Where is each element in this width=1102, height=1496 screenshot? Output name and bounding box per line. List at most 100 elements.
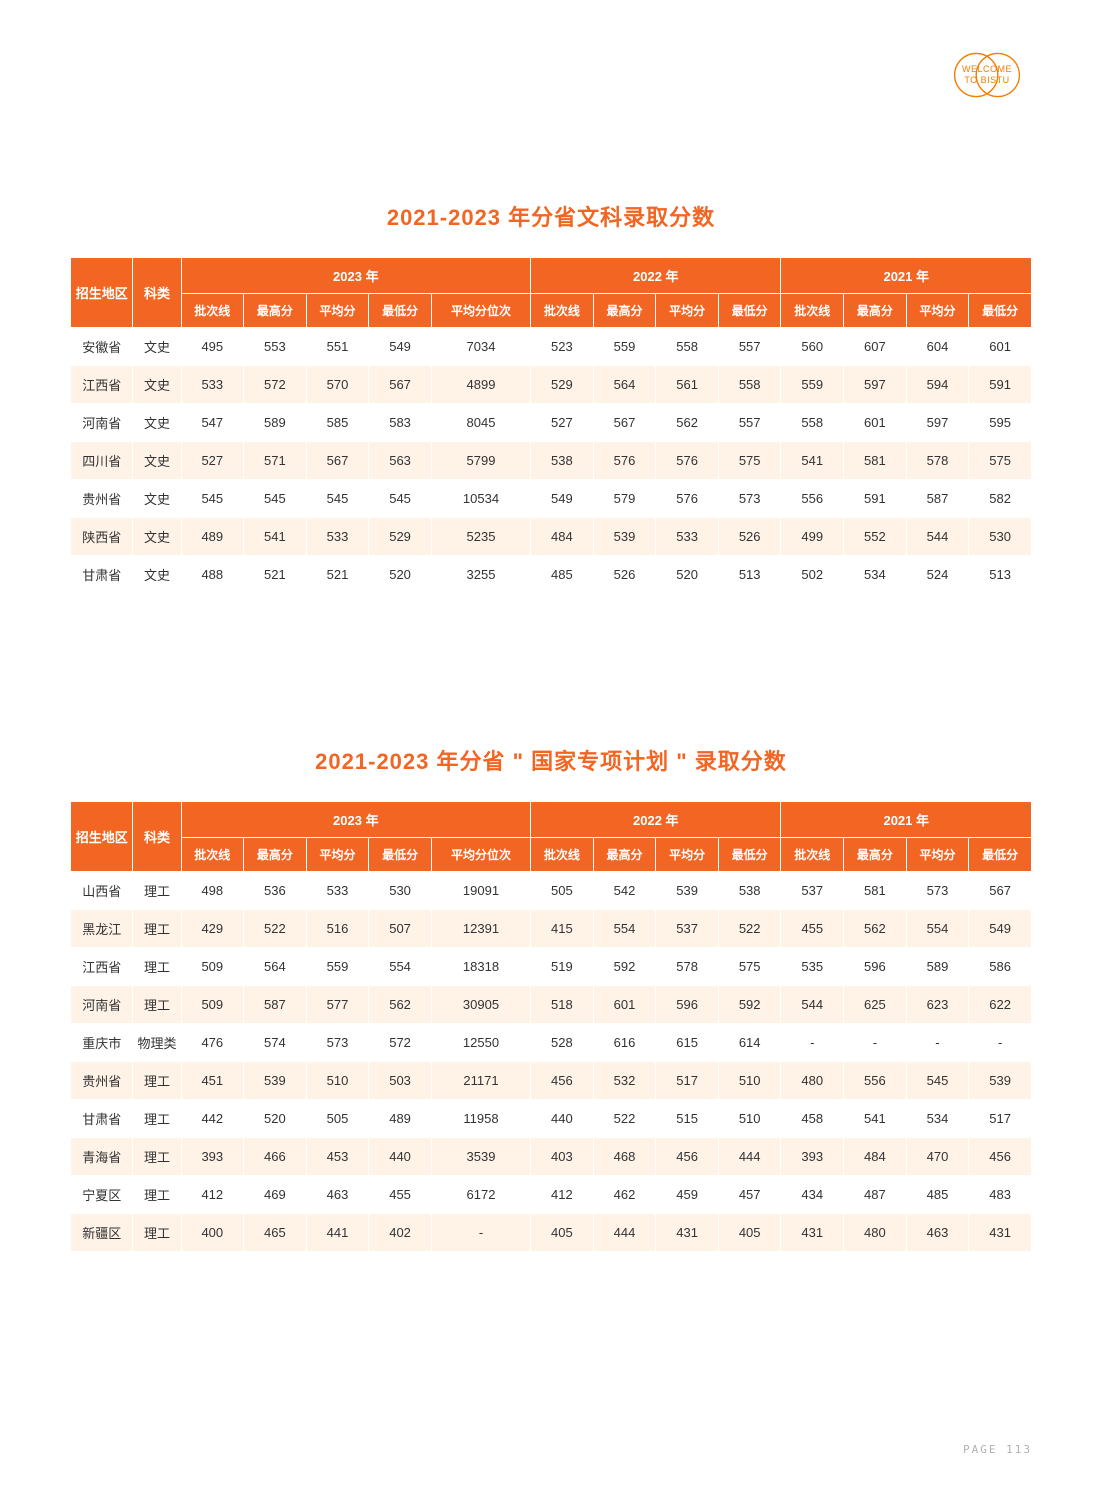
th-col: 平均分位次 [431, 838, 530, 872]
cell-value: 581 [844, 442, 907, 480]
cell-value: 616 [593, 1024, 656, 1062]
table-row: 宁夏区理工41246946345561724124624594574344874… [71, 1176, 1032, 1214]
cell-value: - [844, 1024, 907, 1062]
cell-value: 462 [593, 1176, 656, 1214]
cell-value: 534 [844, 556, 907, 594]
cell-value: 549 [369, 328, 432, 366]
cell-value: 487 [844, 1176, 907, 1214]
cell-value: 498 [181, 872, 244, 910]
cell-value: 545 [181, 480, 244, 518]
cell-value: 18318 [431, 948, 530, 986]
cell-value: 567 [593, 404, 656, 442]
cell-region: 甘肃省 [71, 556, 133, 594]
cell-region: 青海省 [71, 1138, 133, 1176]
th-col: 最高分 [244, 294, 307, 328]
cell-value: 530 [369, 872, 432, 910]
cell-value: 594 [906, 366, 969, 404]
cell-value: 591 [844, 480, 907, 518]
cell-value: 582 [969, 480, 1032, 518]
th-col: 平均分 [656, 838, 719, 872]
cell-value: 530 [969, 518, 1032, 556]
cell-value: 405 [718, 1214, 781, 1252]
cell-value: 510 [718, 1100, 781, 1138]
cell-value: 522 [244, 910, 307, 948]
section-national-plan: 2021-2023 年分省 " 国家专项计划 " 录取分数 招生地区 科类 20… [70, 744, 1032, 1252]
cell-value: 575 [718, 442, 781, 480]
cell-value: 615 [656, 1024, 719, 1062]
cell-value: 581 [844, 872, 907, 910]
cell-value: 558 [656, 328, 719, 366]
cell-value: 507 [369, 910, 432, 948]
cell-type: 文史 [133, 366, 181, 404]
cell-value: 567 [306, 442, 369, 480]
cell-value: 429 [181, 910, 244, 948]
cell-value: 516 [306, 910, 369, 948]
cell-value: 488 [181, 556, 244, 594]
cell-value: 4899 [431, 366, 530, 404]
cell-type: 文史 [133, 328, 181, 366]
cell-value: 539 [244, 1062, 307, 1100]
cell-value: 589 [244, 404, 307, 442]
cell-region: 新疆区 [71, 1214, 133, 1252]
cell-value: 415 [531, 910, 594, 948]
cell-value: 517 [656, 1062, 719, 1100]
table-row: 甘肃省理工44252050548911958440522515510458541… [71, 1100, 1032, 1138]
cell-value: 545 [244, 480, 307, 518]
cell-value: 575 [969, 442, 1032, 480]
cell-value: 469 [244, 1176, 307, 1214]
th-year-2021: 2021 年 [781, 258, 1032, 294]
th-region: 招生地区 [71, 802, 133, 872]
th-type: 科类 [133, 802, 181, 872]
cell-value: 520 [369, 556, 432, 594]
th-year-2022: 2022 年 [531, 258, 781, 294]
cell-value: 572 [369, 1024, 432, 1062]
cell-value: 513 [969, 556, 1032, 594]
cell-value: 592 [593, 948, 656, 986]
cell-value: 480 [844, 1214, 907, 1252]
cell-value: 597 [844, 366, 907, 404]
cell-value: 453 [306, 1138, 369, 1176]
th-col: 平均分 [906, 838, 969, 872]
th-col: 最低分 [718, 838, 781, 872]
cell-region: 河南省 [71, 986, 133, 1024]
cell-value: 574 [244, 1024, 307, 1062]
cell-value: 554 [593, 910, 656, 948]
table-row: 河南省文史54758958558380455275675625575586015… [71, 404, 1032, 442]
table-row: 贵州省理工45153951050321171456532517510480556… [71, 1062, 1032, 1100]
cell-value: 560 [781, 328, 844, 366]
cell-value: 537 [781, 872, 844, 910]
th-col: 平均分 [306, 838, 369, 872]
th-col: 最高分 [844, 838, 907, 872]
cell-value: 586 [969, 948, 1032, 986]
cell-value: 529 [531, 366, 594, 404]
cell-value: 591 [969, 366, 1032, 404]
cell-value: 587 [906, 480, 969, 518]
cell-value: 431 [969, 1214, 1032, 1252]
cell-value: 10534 [431, 480, 530, 518]
cell-value: 567 [969, 872, 1032, 910]
cell-value: 576 [656, 442, 719, 480]
th-col: 最高分 [844, 294, 907, 328]
cell-region: 贵州省 [71, 480, 133, 518]
th-col: 批次线 [781, 838, 844, 872]
cell-value: 538 [718, 872, 781, 910]
cell-type: 理工 [133, 1100, 181, 1138]
cell-value: 559 [306, 948, 369, 986]
cell-value: 522 [718, 910, 781, 948]
cell-value: 468 [593, 1138, 656, 1176]
cell-value: 459 [656, 1176, 719, 1214]
cell-value: 405 [531, 1214, 594, 1252]
table-row: 山西省理工49853653353019091505542539538537581… [71, 872, 1032, 910]
cell-value: 614 [718, 1024, 781, 1062]
cell-type: 理工 [133, 872, 181, 910]
cell-value: 595 [969, 404, 1032, 442]
cell-value: 561 [656, 366, 719, 404]
table-row: 江西省文史53357257056748995295645615585595975… [71, 366, 1032, 404]
cell-value: - [781, 1024, 844, 1062]
section-liberal-arts: 2021-2023 年分省文科录取分数 招生地区 科类 2023 年 2022 … [70, 200, 1032, 594]
cell-value: 465 [244, 1214, 307, 1252]
cell-value: 403 [531, 1138, 594, 1176]
th-col: 最高分 [593, 838, 656, 872]
table1-scores: 招生地区 科类 2023 年 2022 年 2021 年 批次线 最高分 平均分… [70, 257, 1032, 594]
cell-value: 538 [531, 442, 594, 480]
